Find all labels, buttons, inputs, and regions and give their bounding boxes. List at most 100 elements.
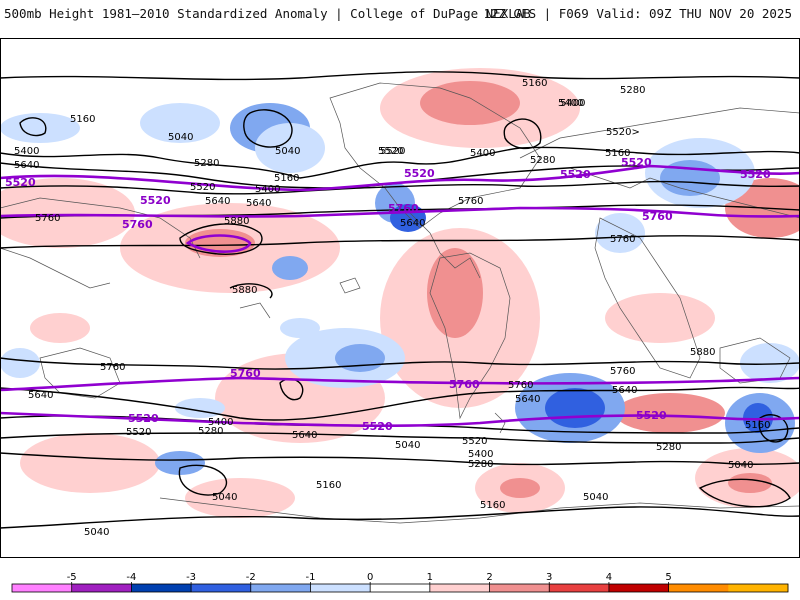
contour-labels: 5160 5160 5040 5040 5400 5640 5280 5160 … — [14, 78, 770, 538]
contour-label: 5280 — [530, 155, 555, 166]
contour-label: 5880 — [232, 285, 257, 296]
contour-label: 5160 — [70, 114, 95, 125]
height-contours — [0, 71, 800, 529]
colorbar-swatch — [71, 584, 132, 592]
colorbar-tick-label: -3 — [186, 572, 196, 583]
purple-contour-label: 5520 — [560, 168, 591, 181]
purple-contour-label: 5520 — [140, 194, 171, 207]
contour-label: 5760 — [610, 234, 635, 245]
colorbar-swatch — [429, 584, 491, 592]
colorbar-swatch — [131, 584, 192, 592]
contour-label: 5280 — [194, 158, 219, 169]
contour-label: 5040 — [583, 492, 608, 503]
purple-contour-label: 5760 — [388, 202, 419, 215]
map-title: 500mb Height 1981–2010 Standardized Anom… — [4, 6, 531, 21]
colorbar-swatches — [11, 583, 789, 593]
contour-label: 5520 — [126, 427, 151, 438]
highlighted-contour-labels: 5520 5520 5520 5520 5760 5760 5760 5760 … — [5, 156, 771, 433]
colorbar-swatch — [12, 584, 73, 592]
purple-contour-label: 5760 — [122, 218, 153, 231]
purple-contour-label: 5760 — [449, 378, 480, 391]
anomaly-map: 5160 5160 5040 5040 5400 5640 5280 5160 … — [0, 38, 800, 558]
contour-label: 5640 — [292, 430, 317, 441]
purple-contour-label: 5520 — [5, 176, 36, 189]
colorbar-tick-label: -2 — [246, 572, 256, 583]
contour-label: 5640 — [28, 390, 53, 401]
contour-label: 5760 — [610, 366, 635, 377]
contour-label: 5640 — [400, 218, 425, 229]
contour-label: 5880 — [690, 347, 715, 358]
colorbar-tick-label: -5 — [67, 572, 77, 583]
colorbar-swatch — [370, 584, 431, 592]
contour-label: 5160 — [316, 480, 341, 491]
colorbar-tick-label: 2 — [486, 572, 492, 583]
colorbar-swatch — [250, 584, 311, 592]
purple-contour-label: 5520 — [740, 168, 771, 181]
colorbar-swatch — [608, 584, 670, 592]
colorbar-swatch — [668, 584, 729, 592]
purple-contour-label: 5760 — [642, 210, 673, 223]
purple-contour-label: 5520 — [621, 156, 652, 169]
contour-label: 5160 — [274, 173, 299, 184]
contour-label: 5040 — [275, 146, 300, 157]
run-info: 12Z GFS | F069 Valid: 09Z THU NOV 20 202… — [483, 6, 792, 21]
contour-label: 5760 — [458, 196, 483, 207]
contour-label: 5760 — [100, 362, 125, 373]
colorbar-swatch — [310, 584, 371, 592]
colorbar-tick-label: 4 — [606, 572, 612, 583]
colorbar-swatch — [549, 584, 610, 592]
purple-contour-label: 5520 — [404, 167, 435, 180]
contour-label: 5040 — [84, 527, 109, 538]
contour-label: 5400 — [560, 98, 585, 109]
colorbar-tick-label: 3 — [546, 572, 552, 583]
contour-label: 5400 — [470, 148, 495, 159]
contour-label: 5280 — [198, 426, 223, 437]
contour-label: 5520 — [378, 146, 403, 157]
contour-label: 5160 — [605, 148, 630, 159]
purple-contour-label: 5520 — [636, 409, 667, 422]
contour-label: 5400 — [14, 146, 39, 157]
colorbar: -5 -4 -3 -2 -1 0 1 2 3 4 5 — [11, 572, 789, 593]
contour-label: 5880 — [224, 216, 249, 227]
contour-label: 5640 — [246, 198, 271, 209]
contour-label: 5160 — [522, 78, 547, 89]
purple-contour-label: 5520 — [362, 420, 393, 433]
contour-label: 5280 — [656, 442, 681, 453]
colorbar-tick-label: -4 — [126, 572, 136, 583]
contour-label: 5760 — [508, 380, 533, 391]
contour-label: 5640 — [14, 160, 39, 171]
contour-label: 5400 — [255, 184, 280, 195]
contour-label: 5520> — [606, 127, 640, 138]
contour-label: 5280 — [468, 459, 493, 470]
contour-label: 5160 — [480, 500, 505, 511]
contour-label: 5040 — [168, 132, 193, 143]
colorbar-ticks: -5 -4 -3 -2 -1 0 1 2 3 4 5 — [67, 572, 672, 592]
colorbar-tick-label: 0 — [367, 572, 373, 583]
contour-label: 5160 — [745, 420, 770, 431]
contour-label: 5520 — [380, 146, 405, 157]
colorbar-swatch — [728, 584, 789, 592]
contour-label: 5400 — [468, 449, 493, 460]
header-bar: 500mb Height 1981–2010 Standardized Anom… — [0, 0, 800, 24]
colorbar-tick-label: 5 — [665, 572, 671, 583]
contour-label: 5760 — [35, 213, 60, 224]
contour-label: 5640 — [515, 394, 540, 405]
colorbar-tick-label: 1 — [427, 572, 433, 583]
contour-label: 5400 — [208, 417, 233, 428]
contour-label: 5040 — [212, 492, 237, 503]
contour-label: 5280 — [620, 85, 645, 96]
colorbar-swatch — [191, 584, 252, 592]
contour-label: 5520 — [462, 436, 487, 447]
purple-contour-label: 5520 — [128, 412, 159, 425]
colorbar-swatch — [489, 584, 550, 592]
contour-label: 5520 — [190, 182, 215, 193]
contour-label: 5040 — [728, 460, 753, 471]
colorbar-tick-label: -1 — [305, 572, 315, 583]
contour-label: 5640 — [205, 196, 230, 207]
highlighted-contours — [0, 164, 800, 428]
contour-label: 5640 — [612, 385, 637, 396]
contour-label: 5040 — [395, 440, 420, 451]
contour-label: 5400 — [558, 98, 583, 109]
purple-contour-label: 5760 — [230, 367, 261, 380]
colorbar-outline — [11, 583, 789, 593]
